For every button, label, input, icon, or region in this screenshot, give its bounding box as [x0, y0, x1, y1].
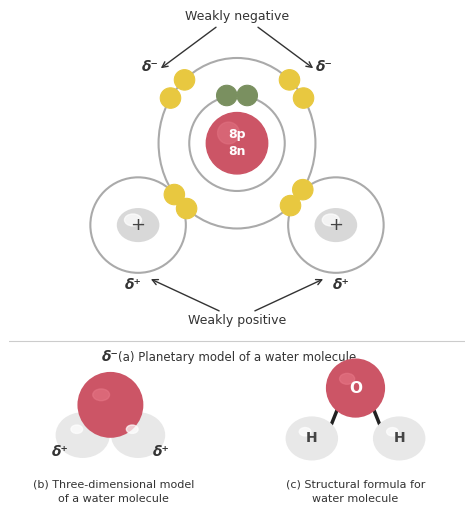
Circle shape — [218, 122, 239, 144]
Ellipse shape — [93, 389, 109, 401]
Ellipse shape — [287, 417, 337, 460]
Ellipse shape — [374, 417, 424, 460]
Circle shape — [91, 177, 186, 273]
Text: Weakly positive: Weakly positive — [188, 315, 286, 327]
Ellipse shape — [71, 425, 82, 434]
Text: δ⁻: δ⁻ — [142, 60, 158, 73]
Text: +: + — [328, 216, 343, 234]
Circle shape — [79, 373, 142, 437]
Ellipse shape — [339, 374, 355, 384]
Text: δ⁺: δ⁺ — [333, 278, 349, 292]
Ellipse shape — [315, 209, 356, 241]
Circle shape — [164, 184, 184, 205]
Text: (b) Three-dimensional model
of a water molecule: (b) Three-dimensional model of a water m… — [33, 480, 194, 504]
Circle shape — [293, 88, 314, 108]
Text: δ⁺: δ⁺ — [52, 445, 68, 459]
Ellipse shape — [57, 413, 109, 457]
Circle shape — [279, 70, 300, 90]
Text: δ⁺: δ⁺ — [152, 445, 169, 459]
Ellipse shape — [387, 428, 398, 436]
Text: 8p
8n: 8p 8n — [228, 128, 246, 158]
Ellipse shape — [127, 425, 138, 434]
Circle shape — [292, 180, 313, 200]
Text: O: O — [349, 381, 362, 395]
Circle shape — [160, 88, 181, 108]
Circle shape — [206, 112, 268, 174]
Circle shape — [280, 195, 301, 216]
Text: +: + — [131, 216, 146, 234]
Text: H: H — [306, 432, 318, 445]
Text: (c) Structural formula for
water molecule: (c) Structural formula for water molecul… — [286, 480, 425, 504]
Circle shape — [327, 359, 384, 416]
Circle shape — [237, 85, 257, 106]
Text: (a) Planetary model of a water molecule: (a) Planetary model of a water molecule — [118, 351, 356, 364]
Ellipse shape — [299, 428, 311, 436]
Text: H: H — [393, 432, 405, 445]
Circle shape — [217, 85, 237, 106]
Text: δ⁺: δ⁺ — [125, 278, 141, 292]
Ellipse shape — [118, 209, 159, 241]
Circle shape — [176, 199, 197, 219]
Text: δ⁻: δ⁻ — [102, 350, 119, 364]
Circle shape — [174, 70, 195, 90]
Text: Weakly negative: Weakly negative — [185, 10, 289, 23]
Circle shape — [288, 177, 383, 273]
Ellipse shape — [125, 214, 142, 226]
Ellipse shape — [112, 413, 164, 457]
Ellipse shape — [322, 214, 339, 226]
Text: δ⁻: δ⁻ — [316, 60, 332, 73]
